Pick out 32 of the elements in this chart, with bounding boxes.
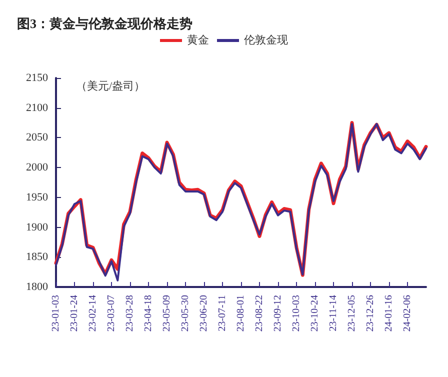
x-tick-label: 23-06-20 xyxy=(198,295,210,332)
x-tick-label: 23-01-03 xyxy=(50,295,62,332)
x-tick-label: 23-01-24 xyxy=(69,295,80,332)
legend-label: 黄金 xyxy=(187,34,209,46)
x-tick-label: 23-05-09 xyxy=(162,295,172,332)
y-tick-label: 2100 xyxy=(26,102,48,114)
x-tick-label: 23-02-14 xyxy=(88,295,98,332)
x-tick-label: 23-10-03 xyxy=(291,295,302,332)
x-tick-label: 23-04-18 xyxy=(143,295,154,332)
x-tick-label: 23-07-11 xyxy=(217,295,228,332)
x-tick-label: 23-12-05 xyxy=(346,295,358,332)
x-tick-label: 23-08-22 xyxy=(254,295,265,332)
x-tick-label: 23-12-26 xyxy=(365,295,376,332)
y-tick-label: 1900 xyxy=(26,221,48,234)
y-tick-label: 2000 xyxy=(26,162,48,174)
x-tick-label: 23-03-28 xyxy=(124,295,136,332)
y-tick-label: 1800 xyxy=(26,281,48,293)
x-tick-label: 23-11-14 xyxy=(328,295,339,332)
y-axis-title: （美元/盎司） xyxy=(76,80,146,92)
y-tick-label: 2050 xyxy=(26,132,48,144)
y-tick-label: 1950 xyxy=(26,191,48,204)
x-tick-label: 23-03-07 xyxy=(106,295,117,332)
x-tick-label: 24-02-06 xyxy=(402,295,413,332)
y-tick-label: 2150 xyxy=(26,72,48,84)
chart-title: 图3：黄金与伦敦金现价格走势 xyxy=(17,16,192,31)
legend-label: 伦敦金现 xyxy=(244,34,288,46)
y-tick-label: 1850 xyxy=(26,251,48,264)
x-tick-label: 23-09-12 xyxy=(272,295,284,332)
x-tick-label: 23-10-24 xyxy=(310,295,320,332)
x-tick-label: 23-05-30 xyxy=(180,295,191,332)
x-tick-label: 24-01-16 xyxy=(384,295,394,332)
x-tick-label: 23-08-01 xyxy=(236,295,246,332)
